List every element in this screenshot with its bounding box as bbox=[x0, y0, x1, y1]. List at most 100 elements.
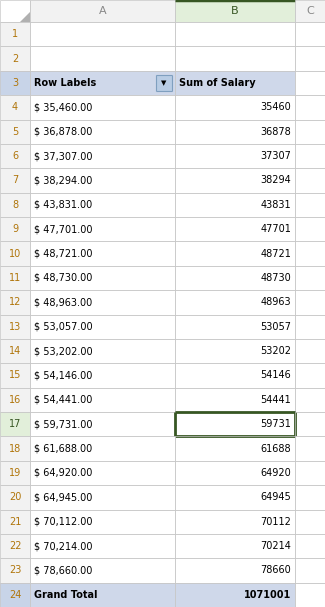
Bar bbox=[30, 485, 175, 509]
Text: 53057: 53057 bbox=[260, 322, 291, 331]
Bar bbox=[0, 217, 30, 242]
Bar bbox=[0, 192, 30, 217]
Text: 38294: 38294 bbox=[260, 175, 291, 185]
Text: 24: 24 bbox=[9, 590, 21, 600]
Bar bbox=[30, 0, 175, 22]
Bar bbox=[175, 95, 295, 120]
Bar bbox=[295, 388, 325, 412]
Bar bbox=[30, 95, 175, 120]
Bar bbox=[175, 583, 295, 607]
Bar bbox=[0, 22, 30, 46]
Text: B: B bbox=[231, 6, 239, 16]
Bar bbox=[0, 363, 30, 388]
Text: 22: 22 bbox=[9, 541, 21, 551]
Bar bbox=[295, 168, 325, 192]
Bar bbox=[175, 436, 295, 461]
Bar bbox=[0, 144, 30, 168]
Text: $ 53,202.00: $ 53,202.00 bbox=[34, 346, 93, 356]
Text: $ 78,660.00: $ 78,660.00 bbox=[34, 566, 92, 575]
Text: 21: 21 bbox=[9, 517, 21, 527]
Text: 61688: 61688 bbox=[260, 444, 291, 453]
Bar bbox=[175, 388, 295, 412]
Text: 20: 20 bbox=[9, 492, 21, 503]
Text: ▼: ▼ bbox=[162, 80, 167, 86]
Bar bbox=[30, 314, 175, 339]
Bar bbox=[30, 583, 175, 607]
Text: $ 64,945.00: $ 64,945.00 bbox=[34, 492, 92, 503]
Text: 17: 17 bbox=[9, 419, 21, 429]
Text: 70214: 70214 bbox=[260, 541, 291, 551]
Bar bbox=[30, 534, 175, 558]
Bar bbox=[30, 71, 175, 95]
Bar bbox=[0, 266, 30, 290]
Bar bbox=[295, 71, 325, 95]
Bar bbox=[0, 388, 30, 412]
Text: 11: 11 bbox=[9, 273, 21, 283]
Text: 64945: 64945 bbox=[260, 492, 291, 503]
Bar bbox=[175, 242, 295, 266]
Text: $ 38,294.00: $ 38,294.00 bbox=[34, 175, 92, 185]
Text: 37307: 37307 bbox=[260, 151, 291, 161]
Text: 70112: 70112 bbox=[260, 517, 291, 527]
Bar bbox=[175, 363, 295, 388]
Text: 48963: 48963 bbox=[260, 297, 291, 307]
Text: 9: 9 bbox=[12, 224, 18, 234]
Polygon shape bbox=[20, 12, 30, 22]
Bar bbox=[175, 168, 295, 192]
Text: Row Labels: Row Labels bbox=[34, 78, 96, 88]
Text: $ 48,730.00: $ 48,730.00 bbox=[34, 273, 92, 283]
Bar bbox=[175, 71, 295, 95]
Bar bbox=[30, 217, 175, 242]
Text: $ 48,963.00: $ 48,963.00 bbox=[34, 297, 92, 307]
Text: 64920: 64920 bbox=[260, 468, 291, 478]
Bar bbox=[295, 461, 325, 485]
Text: 78660: 78660 bbox=[260, 566, 291, 575]
Text: 3: 3 bbox=[12, 78, 18, 88]
Bar bbox=[30, 363, 175, 388]
Bar bbox=[175, 339, 295, 363]
Text: $ 48,721.00: $ 48,721.00 bbox=[34, 248, 93, 259]
Bar bbox=[295, 192, 325, 217]
Text: 14: 14 bbox=[9, 346, 21, 356]
Bar bbox=[30, 290, 175, 314]
Text: 54146: 54146 bbox=[260, 370, 291, 381]
Bar bbox=[175, 22, 295, 46]
Bar bbox=[295, 509, 325, 534]
Text: 13: 13 bbox=[9, 322, 21, 331]
Bar bbox=[175, 412, 295, 436]
Bar bbox=[0, 412, 30, 436]
Text: $ 70,112.00: $ 70,112.00 bbox=[34, 517, 93, 527]
Text: 59731: 59731 bbox=[260, 419, 291, 429]
Text: 1: 1 bbox=[12, 29, 18, 39]
Bar bbox=[30, 120, 175, 144]
Bar bbox=[30, 509, 175, 534]
Text: 7: 7 bbox=[12, 175, 18, 185]
Bar bbox=[30, 22, 175, 46]
Bar bbox=[295, 22, 325, 46]
Bar bbox=[175, 558, 295, 583]
Bar bbox=[295, 339, 325, 363]
Bar bbox=[0, 485, 30, 509]
Text: $ 70,214.00: $ 70,214.00 bbox=[34, 541, 93, 551]
Text: 47701: 47701 bbox=[260, 224, 291, 234]
Text: $ 47,701.00: $ 47,701.00 bbox=[34, 224, 93, 234]
Bar bbox=[175, 314, 295, 339]
Bar bbox=[0, 314, 30, 339]
Bar bbox=[30, 168, 175, 192]
Text: $ 54,441.00: $ 54,441.00 bbox=[34, 395, 92, 405]
Bar bbox=[295, 120, 325, 144]
Bar bbox=[175, 217, 295, 242]
Text: $ 53,057.00: $ 53,057.00 bbox=[34, 322, 93, 331]
Bar bbox=[0, 339, 30, 363]
Text: 18: 18 bbox=[9, 444, 21, 453]
Bar bbox=[295, 144, 325, 168]
Bar bbox=[30, 558, 175, 583]
Bar bbox=[30, 436, 175, 461]
Bar bbox=[295, 0, 325, 22]
Text: $ 61,688.00: $ 61,688.00 bbox=[34, 444, 92, 453]
Text: $ 43,831.00: $ 43,831.00 bbox=[34, 200, 92, 210]
Text: 2: 2 bbox=[12, 53, 18, 64]
Text: 23: 23 bbox=[9, 566, 21, 575]
Bar bbox=[175, 534, 295, 558]
Bar bbox=[295, 290, 325, 314]
